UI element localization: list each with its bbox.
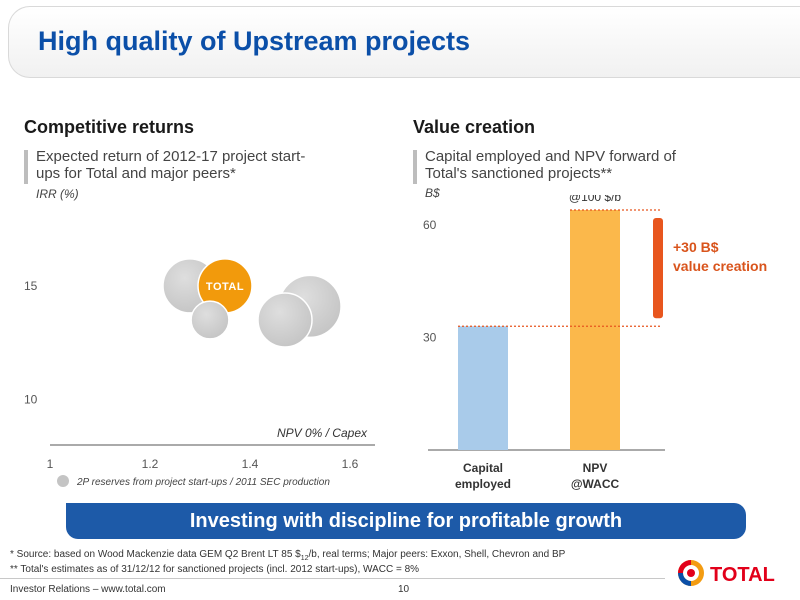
delta-caption-label: value creation [673,258,767,274]
delta-value-label: +30 B$ [673,239,719,255]
category-label: NPV [583,461,608,475]
legend-label: 2P reserves from project start-ups / 201… [76,477,330,488]
total-logo-text: TOTAL [710,564,775,586]
total-bubble-label: TOTAL [206,281,244,293]
footnote-source: * Source: based on Wood Mackenzie data G… [10,549,566,562]
total-flame-icon [678,560,704,586]
category-label: @WACC [571,477,620,491]
legend-bubble [57,475,69,487]
footnote-estimates: ** Total's estimates as of 31/12/12 for … [10,564,420,575]
y-tick-label: 10 [24,393,38,407]
peer-bubble [190,300,230,340]
price-note: @100 $/b [569,195,622,204]
x-tick-label: 1.6 [342,457,359,471]
x-tick-label: 1.4 [242,457,259,471]
y-tick-label: 60 [423,218,437,232]
right-accent-bar [413,150,417,184]
page-number: 10 [398,584,410,595]
bar-npv-wacc [570,210,620,450]
total-logo: TOTAL [678,560,775,586]
value-creation-bar-chart: 30 60 @100 $/b +30 B$ value creation Capital e… [423,195,767,491]
page-title: High quality of Upstream projects [38,26,471,56]
y-tick-label: 30 [423,331,437,345]
left-heading: Competitive returns [24,117,195,137]
irr-bubble-chart: 1 1.2 1.4 1.6 10 15 NPV 0% / Capex TOTAL 2P rese… [24,258,375,488]
right-subtitle: Capital employed and NPV forward of Tota… [425,148,676,182]
bar-capital-employed [458,326,508,450]
footer-link[interactable]: Investor Relations – www.total.com [10,584,166,595]
title-bar [8,6,800,78]
x-tick-label: 1.2 [142,457,159,471]
right-heading: Value creation [413,117,536,137]
left-subtitle: Expected return of 2012-17 project start… [36,148,306,182]
peer-bubble [257,292,313,348]
right-y-unit: B$ [425,186,440,200]
banner: Investing with discipline for profitable… [66,503,746,539]
y-tick-label: 15 [24,279,38,293]
value-creation-bracket [653,218,663,319]
footer-divider [0,578,665,579]
x-axis-label: NPV 0% / Capex [277,426,368,440]
category-label: employed [455,477,511,491]
left-y-unit: IRR (%) [36,187,79,201]
x-tick-label: 1 [47,457,54,471]
category-label: Capital [463,461,503,475]
left-accent-bar [24,150,28,184]
